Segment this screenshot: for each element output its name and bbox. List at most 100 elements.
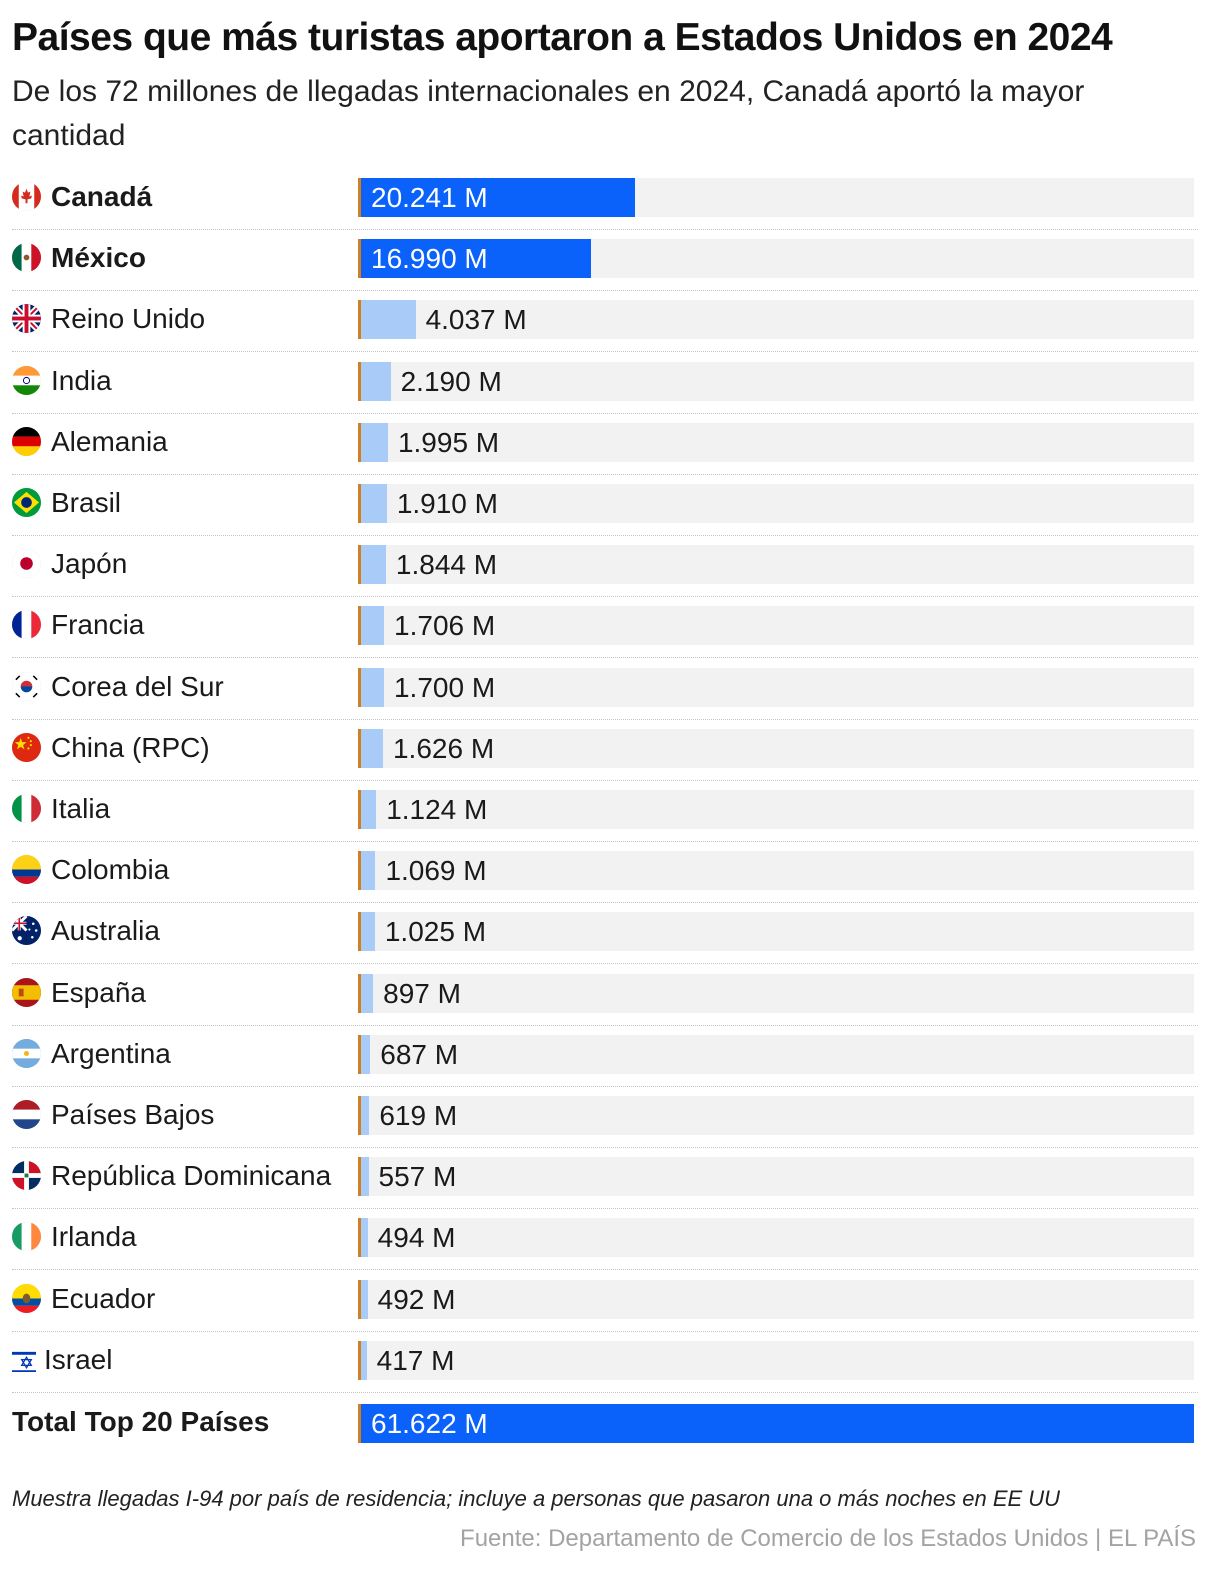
- row-divider: [12, 902, 1198, 904]
- bar: [361, 1340, 367, 1380]
- value-label: 1.700 M: [393, 671, 496, 703]
- israel-flag-icon: [12, 1347, 36, 1372]
- category-label: India: [51, 364, 112, 396]
- bar-track: 2.190 M: [358, 361, 1194, 401]
- row-divider: [12, 473, 1198, 475]
- bar: 16.990 M: [361, 239, 591, 279]
- total-label: Total Top 20 Países: [12, 1406, 270, 1437]
- bar-track: 417 M: [358, 1340, 1194, 1380]
- bar-track: 1.025 M: [358, 912, 1194, 952]
- dominican-republic-flag-icon: [12, 1161, 41, 1191]
- category-label: República Dominicana: [51, 1160, 332, 1192]
- row-divider: [12, 718, 1198, 720]
- row-divider: [12, 963, 1198, 965]
- uk-flag-icon: [12, 304, 41, 334]
- bar: [361, 973, 374, 1013]
- row-divider: [12, 1391, 1198, 1393]
- bar: [361, 790, 377, 829]
- category-label: China (RPC): [51, 731, 210, 763]
- bar-row: Israel 417 M: [0, 1333, 1220, 1394]
- row-divider: [12, 657, 1198, 659]
- category-label: Alemania: [51, 425, 168, 457]
- bar-row: Alemania 1.995 M: [0, 415, 1220, 476]
- bar: [361, 912, 375, 952]
- category-label: Reino Unido: [51, 303, 206, 335]
- value-label: 1.069 M: [385, 855, 487, 887]
- bar-track: 1.700 M: [358, 667, 1194, 707]
- total-value-label: 61.622 M: [371, 1408, 488, 1439]
- chart-title: Países que más turistas aportaron a Esta…: [12, 16, 1113, 59]
- category-label: México: [51, 242, 146, 274]
- bar-track: 1.626 M: [358, 728, 1194, 768]
- bar: [361, 1279, 368, 1319]
- source-credit: Fuente: Departamento de Comercio de los …: [460, 1525, 1196, 1552]
- japan-flag-icon: [12, 549, 41, 579]
- bar: [361, 300, 416, 340]
- category-label: Japón: [51, 548, 128, 580]
- bar: [361, 1096, 370, 1135]
- category-label: Italia: [51, 793, 111, 824]
- row-divider: [12, 596, 1198, 598]
- row-divider: [12, 290, 1198, 292]
- bar-track: 494 M: [358, 1218, 1194, 1258]
- bar-row: Reino Unido 4.037 M: [0, 292, 1220, 353]
- bar-track: 492 M: [358, 1279, 1194, 1319]
- australia-flag-icon: [12, 916, 41, 946]
- netherlands-flag-icon: [12, 1100, 41, 1129]
- value-label: 2.190 M: [400, 365, 502, 397]
- value-label: 1.910 M: [396, 488, 498, 519]
- value-label: 4.037 M: [425, 304, 527, 336]
- argentina-flag-icon: [12, 1038, 41, 1068]
- category-label: Colombia: [51, 854, 170, 886]
- row-divider: [12, 1147, 1198, 1148]
- row-divider: [12, 1269, 1198, 1271]
- row-divider: [12, 1330, 1198, 1332]
- bar-row: India 2.190 M: [0, 354, 1220, 415]
- bar-row: Canadá 20.241 M: [0, 170, 1220, 231]
- italy-flag-icon: [12, 794, 41, 823]
- bar-row: Colombia 1.069 M: [0, 843, 1220, 904]
- bar: [361, 361, 391, 401]
- value-label: 20.241 M: [371, 182, 488, 213]
- value-label: 494 M: [377, 1222, 456, 1254]
- bar-row: Japón 1.844 M: [0, 537, 1220, 598]
- bar-row: Brasil 1.910 M: [0, 476, 1220, 537]
- bar-row: China (RPC) 1.626 M: [0, 721, 1220, 782]
- spain-flag-icon: [12, 977, 41, 1007]
- canada-flag-icon: [12, 182, 41, 211]
- category-label: Ecuador: [51, 1282, 156, 1314]
- category-label: Israel: [44, 1343, 113, 1375]
- bar-track: 557 M: [358, 1157, 1194, 1197]
- colombia-flag-icon: [12, 855, 41, 885]
- value-label: 16.990 M: [371, 243, 488, 275]
- bar: [361, 545, 386, 585]
- bar-track: 1.995 M: [358, 422, 1194, 462]
- category-label: Canadá: [51, 181, 153, 212]
- india-flag-icon: [12, 365, 41, 395]
- bar: [361, 1034, 371, 1074]
- bar-track: 20.241 M: [358, 178, 1194, 217]
- bar-track: 619 M: [358, 1096, 1194, 1135]
- bar-row: Países Bajos 619 M: [0, 1088, 1220, 1149]
- brazil-flag-icon: [12, 488, 41, 517]
- footnote: Muestra llegadas I-94 por país de reside…: [12, 1486, 1061, 1511]
- ecuador-flag-icon: [12, 1283, 41, 1313]
- bar: [361, 606, 385, 646]
- category-label: España: [51, 976, 146, 1008]
- bar-row: Ecuador 492 M: [0, 1272, 1220, 1333]
- value-label: 557 M: [378, 1161, 457, 1193]
- bar-track: 4.037 M: [358, 300, 1194, 340]
- category-label: Brasil: [51, 487, 122, 518]
- row-divider: [12, 351, 1198, 353]
- total-track: 61.622 M: [358, 1404, 1194, 1443]
- bar-track: 897 M: [358, 973, 1194, 1013]
- total-row: Total Top 20 Países 61.622 M: [0, 1397, 1220, 1449]
- category-label: Francia: [51, 609, 145, 641]
- value-label: 1.025 M: [384, 916, 487, 948]
- value-label: 1.706 M: [394, 610, 496, 642]
- category-label: Corea del Sur: [51, 670, 224, 702]
- value-label: 897 M: [383, 977, 461, 1009]
- bar: [361, 484, 387, 523]
- bar: [361, 1157, 369, 1197]
